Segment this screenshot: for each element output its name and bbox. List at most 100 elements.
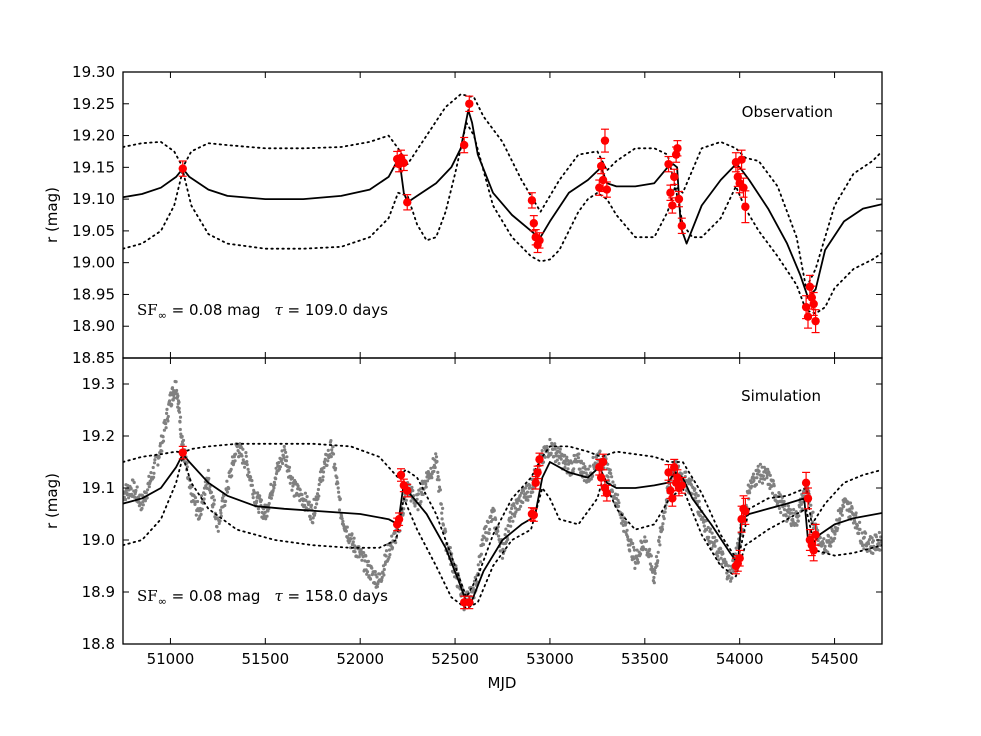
sim-point: [566, 458, 570, 462]
sim-point: [521, 500, 525, 505]
sim-point: [334, 466, 338, 470]
sim-point: [249, 475, 253, 479]
sim-point: [552, 454, 556, 459]
sim-point: [715, 539, 719, 543]
sim-point: [416, 508, 420, 512]
sim-point: [721, 552, 725, 556]
sim-point: [429, 466, 433, 470]
sim-point: [282, 456, 286, 460]
sim-point: [216, 516, 220, 520]
sim-point: [152, 461, 157, 465]
sim-point: [696, 494, 700, 498]
sim-point: [172, 396, 176, 400]
sim-point: [826, 534, 831, 538]
sim-point: [316, 497, 320, 501]
sim-point: [616, 493, 620, 497]
sim-point: [782, 508, 787, 512]
sim-point: [661, 522, 665, 526]
tau-symbol: τ: [274, 587, 283, 605]
sim-point: [511, 519, 515, 523]
sim-point: [274, 477, 278, 481]
sim-point: [795, 523, 799, 527]
sim-point: [811, 510, 815, 514]
sim-point: [765, 473, 769, 477]
sim-point: [424, 485, 428, 489]
sim-point: [257, 510, 261, 514]
sim-point: [166, 419, 170, 423]
x-tick-label: 53500: [621, 650, 669, 668]
sim-point: [632, 557, 636, 561]
sim-point: [718, 550, 722, 554]
sim-point: [658, 543, 662, 547]
data-point: [809, 546, 818, 555]
sim-point: [857, 531, 861, 536]
sim-point: [177, 410, 182, 414]
sim-point: [196, 499, 200, 504]
sim-point: [633, 566, 637, 571]
sim-point: [216, 529, 220, 533]
sim-point: [750, 484, 754, 488]
sim-point: [240, 454, 244, 458]
sim-point: [171, 398, 175, 402]
sim-point: [166, 414, 170, 419]
sim-point: [390, 546, 395, 550]
data-point: [535, 455, 544, 464]
observed-points: [178, 445, 820, 610]
sim-point: [648, 547, 652, 551]
sim-point: [481, 542, 486, 547]
sim-point: [273, 483, 277, 487]
sim-point: [230, 474, 234, 478]
sim-point: [165, 407, 169, 411]
sim-point: [545, 444, 549, 449]
y-tick-label: 19.05: [72, 222, 115, 240]
x-axis-label: MJD: [488, 674, 517, 692]
data-point: [668, 494, 677, 503]
sim-point: [388, 553, 392, 557]
sim-point: [311, 516, 315, 520]
sim-point: [206, 468, 210, 472]
sim-point: [649, 554, 653, 558]
data-point: [533, 468, 542, 477]
sim-point: [662, 517, 666, 521]
sim-point: [572, 467, 576, 471]
sim-point: [237, 454, 241, 459]
sim-point: [784, 514, 788, 518]
sim-point: [840, 513, 844, 517]
sim-point: [359, 548, 363, 552]
sim-point: [437, 478, 441, 482]
data-point: [677, 481, 687, 490]
sim-point: [480, 538, 484, 542]
sim-point: [519, 504, 523, 508]
sim-point: [366, 559, 370, 564]
sim-point: [652, 581, 656, 585]
sim-point: [777, 506, 782, 510]
sim-point: [628, 543, 632, 547]
y-tick-label: 19.2: [82, 427, 115, 445]
data-point: [739, 183, 748, 192]
sim-point: [282, 444, 286, 449]
sim-point: [413, 504, 417, 508]
sim-point: [842, 505, 846, 509]
data-point: [671, 150, 681, 159]
sim-point: [632, 548, 637, 552]
sim-point: [378, 572, 382, 576]
sim-point: [306, 502, 310, 507]
sim-point: [352, 536, 356, 540]
sim-point: [713, 535, 717, 539]
sim-point: [651, 570, 655, 574]
sim-point: [543, 455, 547, 459]
sim-point: [124, 488, 128, 492]
sim-point: [822, 537, 826, 541]
sim-point: [836, 526, 840, 531]
sim-point: [858, 527, 862, 532]
sim-point: [717, 558, 721, 562]
sim-point: [792, 507, 796, 512]
sf-value: = 0.08 mag: [167, 587, 261, 605]
sim-point: [877, 530, 882, 535]
sim-point: [387, 548, 392, 552]
sim-point: [821, 541, 825, 546]
sim-point: [656, 559, 660, 563]
sim-point: [180, 434, 184, 439]
sim-point: [853, 520, 857, 524]
sim-point: [772, 484, 776, 488]
